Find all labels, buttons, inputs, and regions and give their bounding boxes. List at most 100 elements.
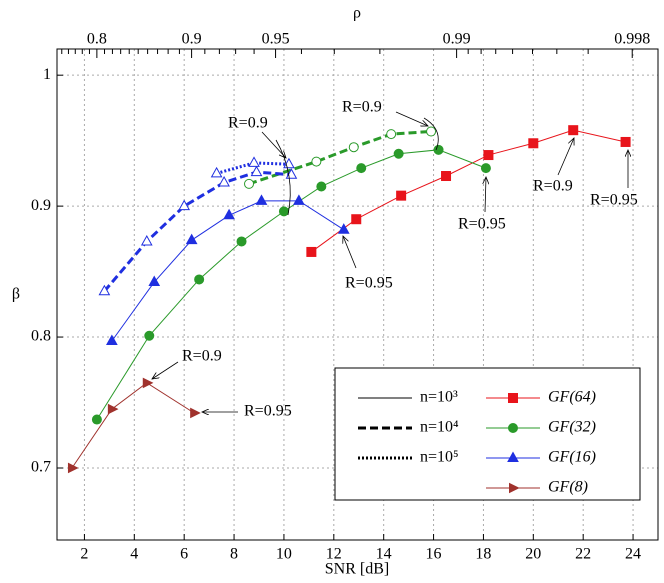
marker bbox=[568, 125, 579, 136]
marker bbox=[148, 275, 161, 287]
x-tick-label: 2 bbox=[80, 546, 88, 563]
legend-box bbox=[334, 367, 641, 501]
legend-label: GF(8) bbox=[548, 479, 588, 496]
marker bbox=[107, 403, 119, 415]
x-tick-label: 14 bbox=[376, 546, 392, 563]
marker bbox=[433, 144, 444, 155]
annotations: R=0.9 R=0.9 R=0.95 R=0.9 R=0.95 R=0.95 R… bbox=[152, 99, 638, 420]
x-tick-label: 24 bbox=[625, 546, 641, 563]
y-tick-label: 1 bbox=[43, 66, 51, 83]
marker bbox=[426, 126, 437, 137]
x-tick-label: 18 bbox=[475, 546, 491, 563]
legend-marker bbox=[508, 393, 518, 403]
marker bbox=[293, 194, 305, 205]
x-tick-label: 20 bbox=[525, 546, 541, 563]
x-tick-label: 12 bbox=[326, 546, 342, 563]
marker bbox=[185, 233, 198, 245]
marker bbox=[244, 178, 255, 189]
annotation: R=0.95 bbox=[590, 192, 638, 209]
marker bbox=[620, 136, 631, 147]
marker bbox=[441, 171, 452, 182]
marker bbox=[144, 330, 155, 341]
marker bbox=[210, 166, 223, 178]
annotation: R=0.95 bbox=[458, 216, 506, 233]
marker bbox=[67, 462, 79, 474]
annotation: R=0.9 bbox=[342, 99, 382, 116]
marker bbox=[393, 148, 404, 159]
marker bbox=[351, 214, 362, 225]
x2-tick-label: 0.998 bbox=[614, 31, 650, 48]
arrow bbox=[343, 236, 357, 269]
legend-marker bbox=[507, 451, 519, 462]
x-tick-label: 22 bbox=[575, 546, 591, 563]
marker bbox=[223, 208, 235, 220]
marker bbox=[306, 246, 317, 257]
marker bbox=[480, 163, 491, 174]
series-line bbox=[103, 170, 292, 293]
marker bbox=[140, 234, 153, 246]
arrow bbox=[485, 177, 486, 213]
marker bbox=[91, 414, 102, 425]
marker bbox=[106, 334, 118, 345]
bracket bbox=[275, 139, 291, 216]
annotation: R=0.9 bbox=[533, 178, 573, 195]
legend-label: GF(16) bbox=[548, 449, 596, 466]
marker bbox=[98, 284, 111, 296]
annotation: R=0.95 bbox=[244, 403, 292, 420]
x-tick-label: 10 bbox=[276, 546, 292, 563]
plot-frame bbox=[56, 48, 659, 541]
y-tick-label: 0.9 bbox=[31, 197, 51, 214]
legend-marker bbox=[508, 423, 518, 433]
y-tick-label: 0.8 bbox=[31, 328, 51, 345]
marker bbox=[248, 156, 260, 167]
arrow bbox=[261, 131, 286, 158]
x2-tick-label: 0.95 bbox=[262, 31, 290, 48]
annotation: R=0.9 bbox=[182, 348, 222, 365]
marker bbox=[386, 129, 397, 140]
marker bbox=[218, 176, 230, 187]
marker bbox=[396, 190, 407, 201]
marker bbox=[311, 156, 322, 167]
marker bbox=[348, 142, 359, 153]
marker bbox=[255, 194, 268, 205]
series-line bbox=[71, 382, 195, 469]
marker bbox=[528, 138, 539, 149]
x2-label: ρ bbox=[353, 5, 361, 22]
legend-label: n=10⁵ bbox=[420, 449, 459, 466]
marker bbox=[190, 407, 201, 419]
arrow bbox=[557, 138, 574, 176]
x-tick-label: 16 bbox=[426, 546, 442, 563]
marker bbox=[483, 150, 494, 161]
marker bbox=[337, 223, 350, 234]
series-line bbox=[111, 200, 345, 342]
x-tick-label: 8 bbox=[230, 546, 238, 563]
marker bbox=[178, 199, 191, 211]
marker bbox=[236, 236, 247, 247]
x-label: SNR [dB] bbox=[325, 561, 389, 578]
marker bbox=[278, 206, 289, 217]
x2-tick-label: 0.8 bbox=[87, 31, 107, 48]
series-line bbox=[248, 129, 432, 186]
x-tick-label: 6 bbox=[180, 546, 188, 563]
legend-marker bbox=[509, 482, 520, 494]
marker bbox=[316, 181, 327, 192]
arrow bbox=[395, 111, 428, 126]
annotation: R=0.9 bbox=[228, 115, 268, 132]
x-tick-label: 4 bbox=[130, 546, 138, 563]
series-line bbox=[311, 129, 626, 253]
x2-tick-label: 0.9 bbox=[182, 31, 202, 48]
y-label: β bbox=[12, 286, 20, 303]
legend-label: GF(64) bbox=[548, 389, 596, 406]
legend-label: n=10⁴ bbox=[420, 419, 459, 436]
bracket bbox=[423, 117, 439, 151]
y-tick-label: 0.7 bbox=[31, 459, 51, 476]
series-line bbox=[96, 149, 487, 420]
marker bbox=[142, 377, 154, 389]
legend-label: n=10³ bbox=[420, 389, 458, 406]
marker bbox=[194, 274, 205, 285]
series-line bbox=[216, 161, 289, 175]
arrow bbox=[152, 361, 179, 379]
legend-label: GF(32) bbox=[548, 419, 596, 436]
annotation: R=0.95 bbox=[345, 275, 393, 292]
